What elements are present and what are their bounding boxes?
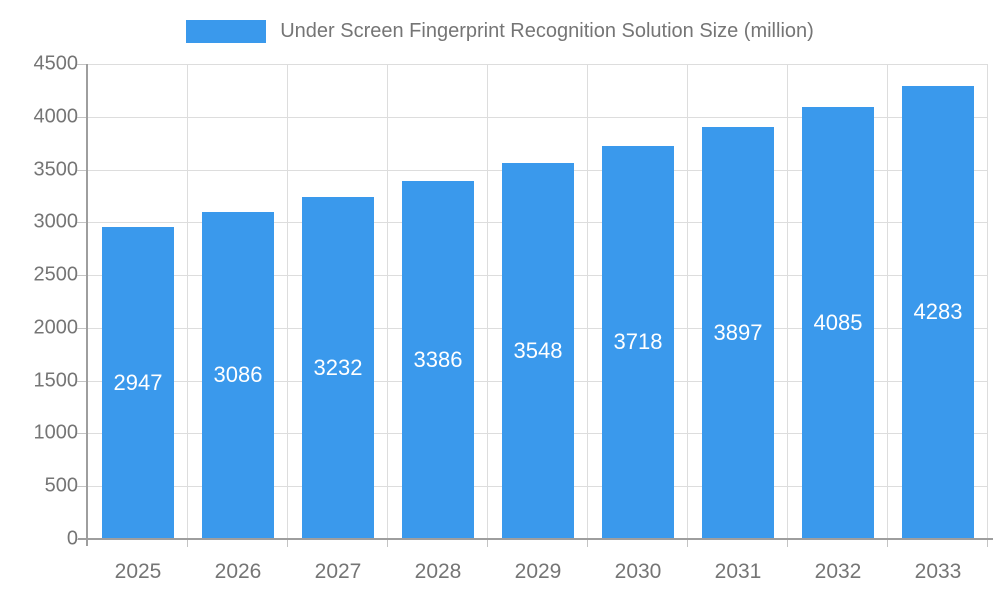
x-axis-tick — [287, 540, 288, 547]
x-axis-tick — [887, 540, 888, 547]
bar-value-label: 4085 — [813, 309, 863, 335]
x-axis-tick-label: 2028 — [414, 560, 462, 583]
vertical-gridline — [287, 64, 288, 539]
plot-area: 2947 3086 3232 3386 3548 3718 3897 4085 4283 — [77, 64, 993, 547]
y-axis-tick — [77, 327, 86, 329]
bar-value-label: 3897 — [713, 319, 763, 345]
bar-value-label: 3718 — [613, 329, 663, 354]
bar-value-label: 2947 — [113, 369, 163, 395]
x-axis-tick-labels: 2025 2026 2027 2028 2029 2030 2031 2032 2033 — [88, 560, 988, 590]
y-axis-tick-label: 500 — [44, 474, 78, 497]
vertical-gridline — [187, 64, 188, 539]
y-axis-tick-label: 4000 — [33, 105, 79, 128]
y-axis-tick-label: 4500 — [33, 52, 79, 75]
bar-value-label: 3086 — [213, 362, 263, 387]
bar-value-label: 3548 — [513, 337, 563, 363]
legend-swatch-icon — [186, 20, 267, 43]
bar-2030: 3718 — [602, 146, 674, 538]
bar-2032: 4085 — [802, 107, 874, 538]
legend-series-label: Under Screen Fingerprint Recognition Sol… — [280, 20, 814, 42]
vertical-gridline — [387, 64, 388, 539]
vertical-gridline — [887, 64, 888, 539]
chart-legend: Under Screen Fingerprint Recognition Sol… — [0, 20, 1000, 43]
bar-value-label: 4283 — [913, 299, 963, 324]
bar-value-label: 3232 — [313, 354, 363, 380]
bar-2025: 2947 — [102, 227, 174, 538]
horizontal-gridline — [88, 116, 988, 118]
x-axis-tick-label: 2030 — [614, 560, 662, 583]
x-axis-tick-label: 2029 — [514, 560, 562, 583]
y-axis-tick-label: 2000 — [33, 316, 79, 339]
x-axis-tick-label: 2025 — [114, 560, 162, 583]
x-axis-tick — [687, 540, 688, 547]
bar-2033: 4283 — [902, 86, 974, 538]
y-axis-tick-label: 1500 — [33, 369, 79, 392]
x-axis-tick-label: 2031 — [714, 560, 762, 583]
x-axis-line — [78, 538, 993, 540]
y-axis-line — [86, 64, 88, 546]
vertical-gridline — [587, 64, 588, 539]
y-axis-tick-label: 3500 — [33, 158, 79, 181]
y-axis-tick-labels: 0 500 1000 1500 2000 2500 3000 3500 4000 4500 — [0, 53, 79, 550]
x-axis-tick — [787, 540, 788, 547]
bar-2027: 3232 — [302, 197, 374, 538]
y-axis-tick — [77, 433, 86, 435]
y-axis-tick-label: 2500 — [33, 263, 79, 286]
x-axis-tick-label: 2026 — [214, 560, 262, 583]
y-axis-tick-label: 3000 — [33, 210, 79, 233]
vertical-gridline — [687, 64, 688, 539]
y-axis-tick-label: 1000 — [33, 421, 79, 444]
bar-2031: 3897 — [702, 127, 774, 538]
vertical-gridline — [987, 64, 988, 539]
y-axis-tick — [77, 275, 86, 277]
bar-2026: 3086 — [202, 212, 274, 538]
y-axis-tick-label: 0 — [66, 527, 78, 550]
x-axis-tick-label: 2032 — [814, 560, 862, 583]
bar-value-label: 3386 — [413, 346, 463, 372]
horizontal-gridline — [88, 64, 988, 65]
bar-2028: 3386 — [402, 181, 474, 538]
y-axis-tick — [77, 116, 86, 118]
x-axis-tick — [487, 540, 488, 547]
y-axis-tick — [77, 64, 86, 65]
x-axis-tick-label: 2027 — [314, 560, 362, 583]
y-axis-tick — [77, 380, 86, 382]
y-axis-tick — [77, 169, 86, 171]
y-axis-tick — [77, 486, 86, 488]
bar-2029: 3548 — [502, 163, 574, 538]
x-axis-tick — [187, 540, 188, 547]
x-axis-tick — [387, 540, 388, 547]
y-axis-tick — [77, 222, 86, 224]
x-axis-tick — [587, 540, 588, 547]
vertical-gridline — [787, 64, 788, 539]
x-axis-tick-label: 2033 — [914, 560, 962, 583]
x-axis-tick — [987, 540, 988, 547]
vertical-gridline — [487, 64, 488, 539]
